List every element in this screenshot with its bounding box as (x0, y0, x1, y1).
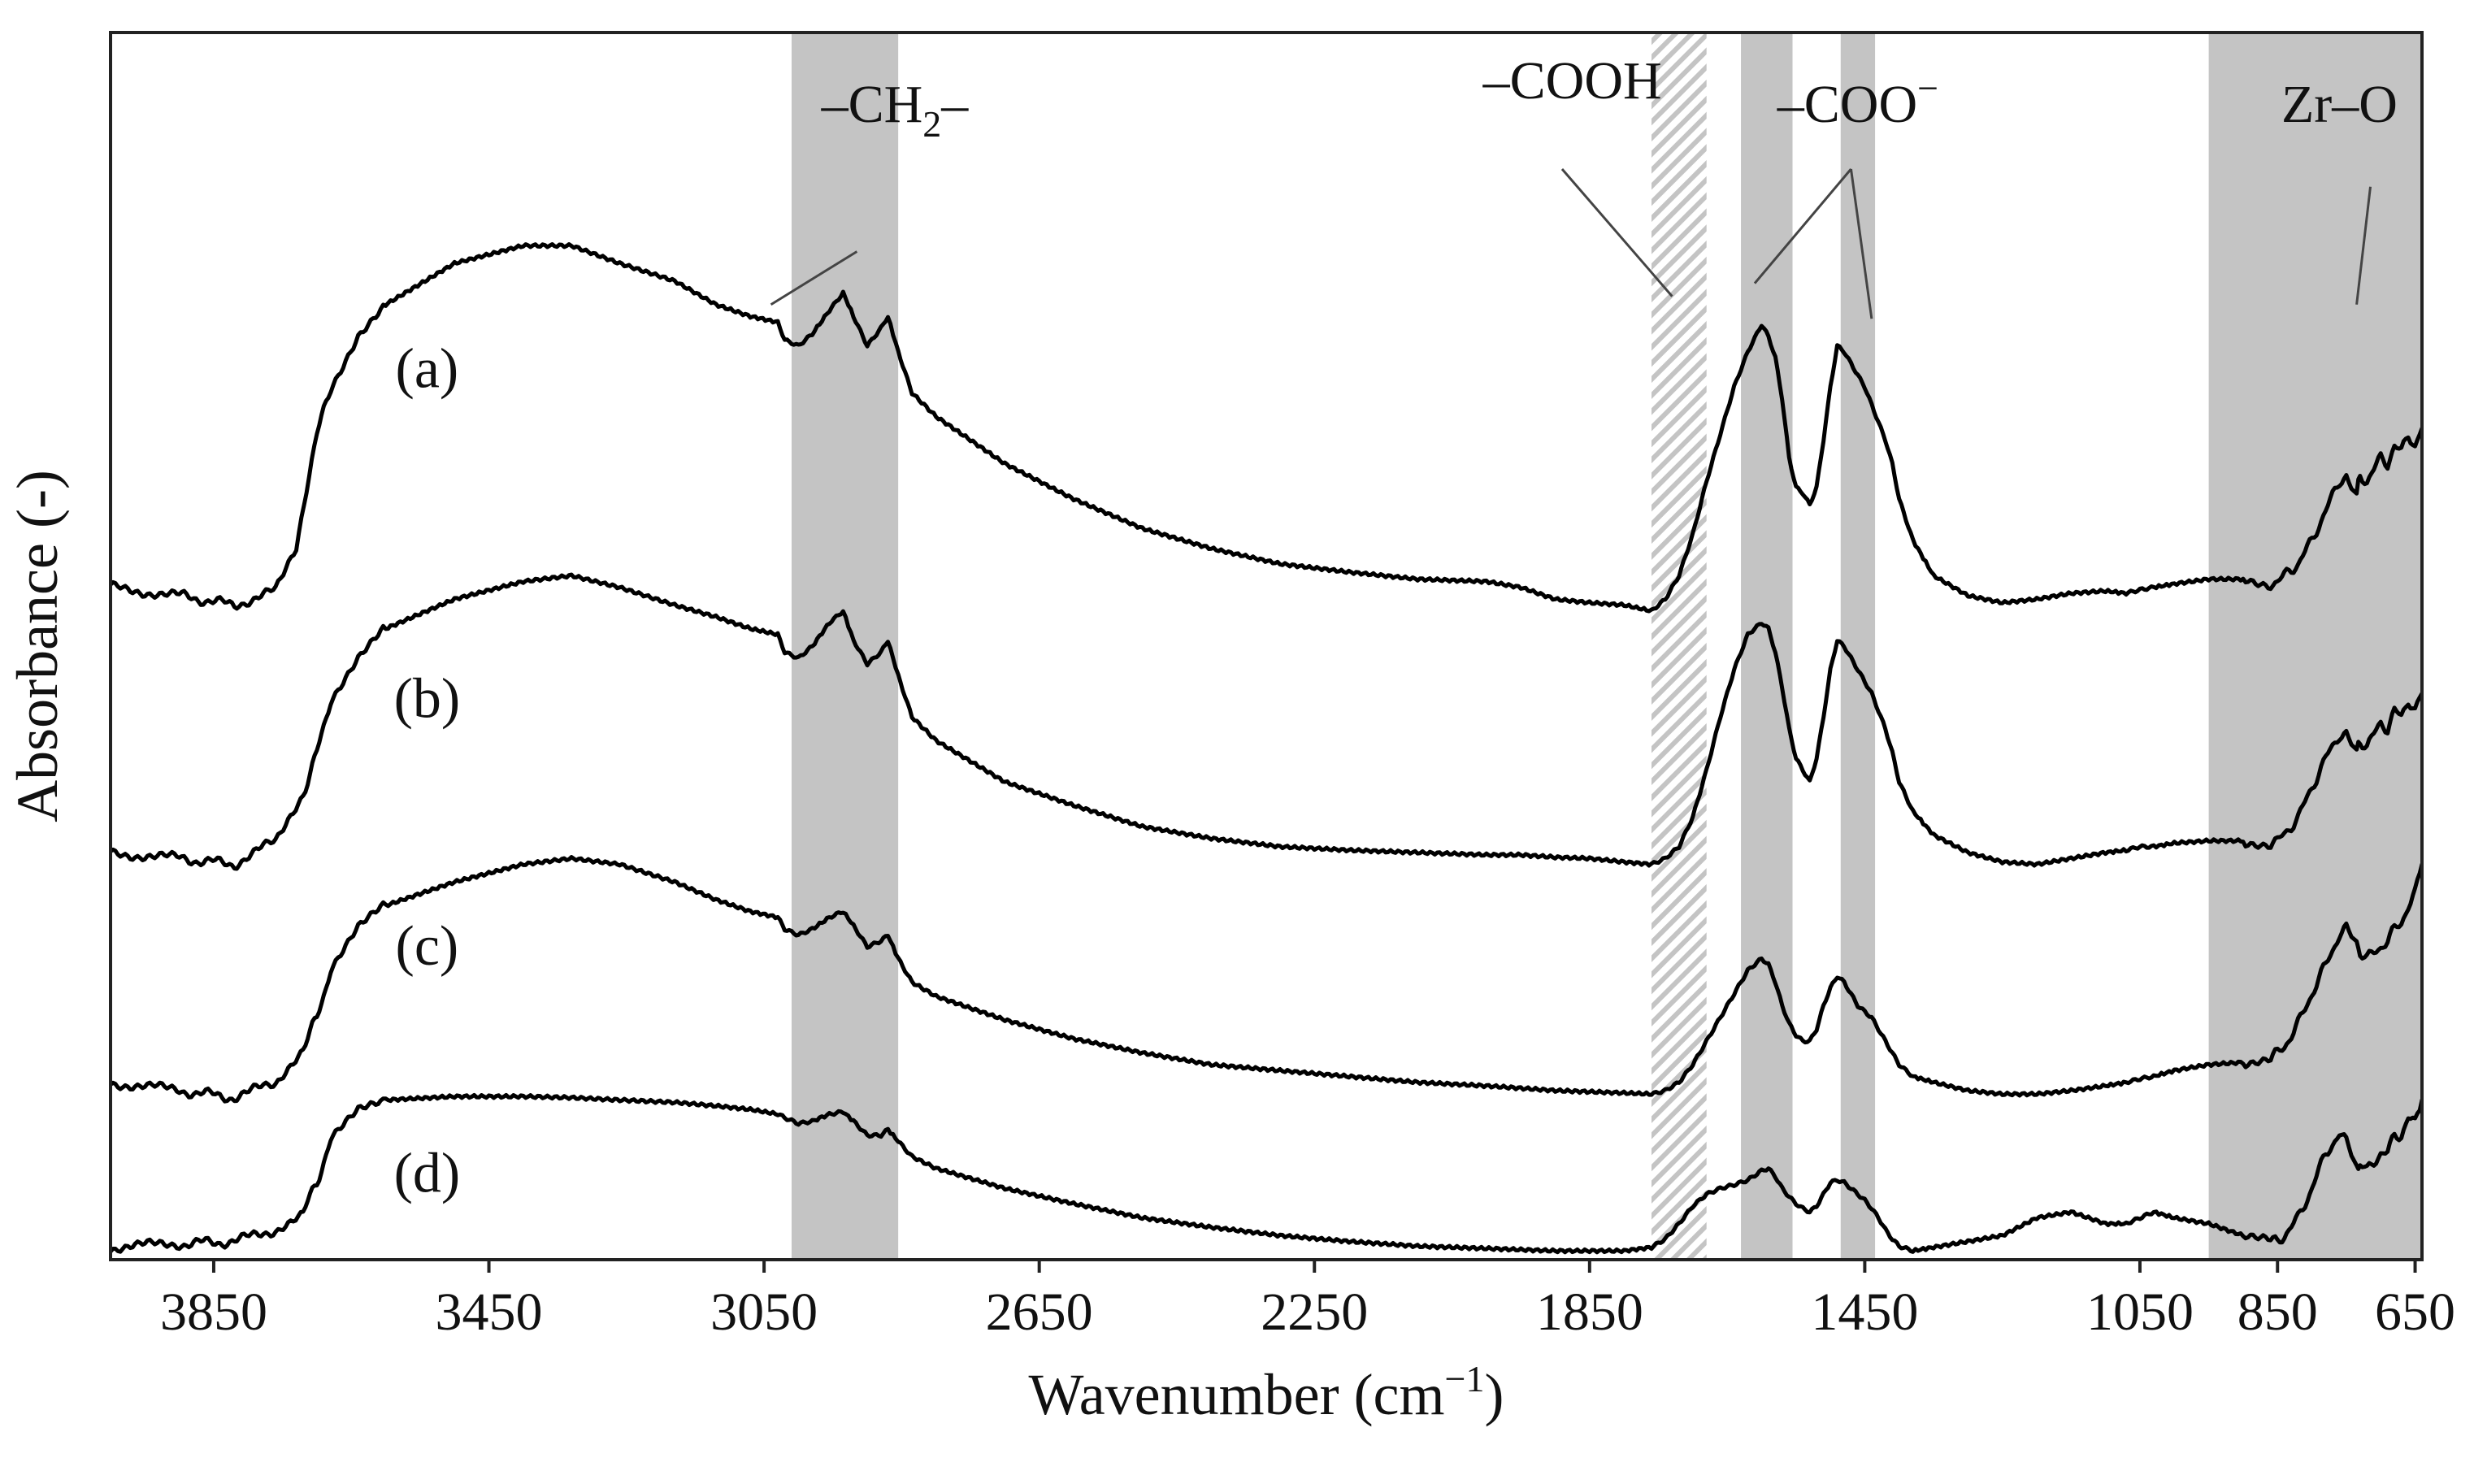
x-tick-label-1: 3450 (436, 1282, 543, 1342)
annotation-cooh-main: –COOH (1482, 51, 1662, 111)
x-axis-title: Wavenumber (cm−1) (1029, 1358, 1504, 1427)
x-axis-title-main: Wavenumber (cm (1029, 1362, 1445, 1427)
x-axis-ticks: 3850 3450 3050 2650 2250 1850 1450 1050 850 650 (160, 1260, 2455, 1342)
x-tick-label-2: 3050 (710, 1282, 818, 1342)
series-label-3: (d) (394, 1143, 461, 1205)
series-line-2 (111, 855, 2422, 1104)
band-coo-sym (1840, 33, 1876, 1260)
x-axis-title-sup: −1 (1445, 1358, 1485, 1399)
plot-frame (109, 31, 2424, 1261)
x-tick-label-3: 2650 (986, 1282, 1093, 1342)
x-tick-label-7: 1050 (2086, 1282, 2194, 1342)
series-line-3 (111, 1092, 2422, 1255)
pointer-coo (1753, 168, 1852, 284)
annotation-zr-o-main: Zr–O (2281, 75, 2398, 134)
spectra-series (111, 242, 2422, 1255)
x-tick-label-5: 1850 (1536, 1282, 1643, 1342)
x-tick-label-8: 850 (2237, 1282, 2318, 1342)
band-zr-o (2208, 33, 2422, 1260)
pointer-cooh (1560, 168, 1673, 297)
series-label-2: (c) (396, 915, 459, 978)
highlight-bands (791, 33, 2422, 1260)
pointer-coo2 (1849, 168, 1873, 319)
series-labels: (a) (b) (c) (d) (394, 337, 461, 1204)
pointer-zr-o (2355, 186, 2372, 305)
x-axis-title-close: ) (1484, 1362, 1504, 1427)
annotation-coo-sup: − (1917, 67, 1938, 109)
series-line-0 (111, 242, 2422, 614)
x-tick-label-9: 650 (2375, 1282, 2455, 1342)
annotation-coo: –COO− (1777, 67, 1938, 134)
series-line-1 (111, 572, 2422, 871)
pointer-ch2 (770, 250, 858, 306)
annotation-coo-main: –COO (1777, 75, 1917, 134)
series-label-1: (b) (394, 667, 461, 730)
annotation-pointers (770, 168, 2372, 319)
x-tick-label-6: 1450 (1811, 1282, 1918, 1342)
band-coo-asym (1741, 33, 1793, 1260)
annotation-ch2: –CH2– (821, 75, 970, 145)
annotation-ch2-main: –CH (821, 75, 923, 134)
series-label-0: (a) (396, 337, 459, 400)
x-tick-label-0: 3850 (160, 1282, 267, 1342)
annotation-ch2-tail: – (940, 75, 969, 134)
annotation-labels: –CH2– –COOH –COO− Zr–O (821, 51, 2398, 145)
annotation-zr-o: Zr–O (2281, 75, 2398, 134)
annotation-ch2-sub: 2 (922, 103, 941, 145)
y-axis-title: Absorbance (-) (5, 470, 70, 822)
x-tick-label-4: 2250 (1261, 1282, 1368, 1342)
band-cooh (1652, 33, 1707, 1260)
annotation-cooh: –COOH (1482, 51, 1662, 111)
